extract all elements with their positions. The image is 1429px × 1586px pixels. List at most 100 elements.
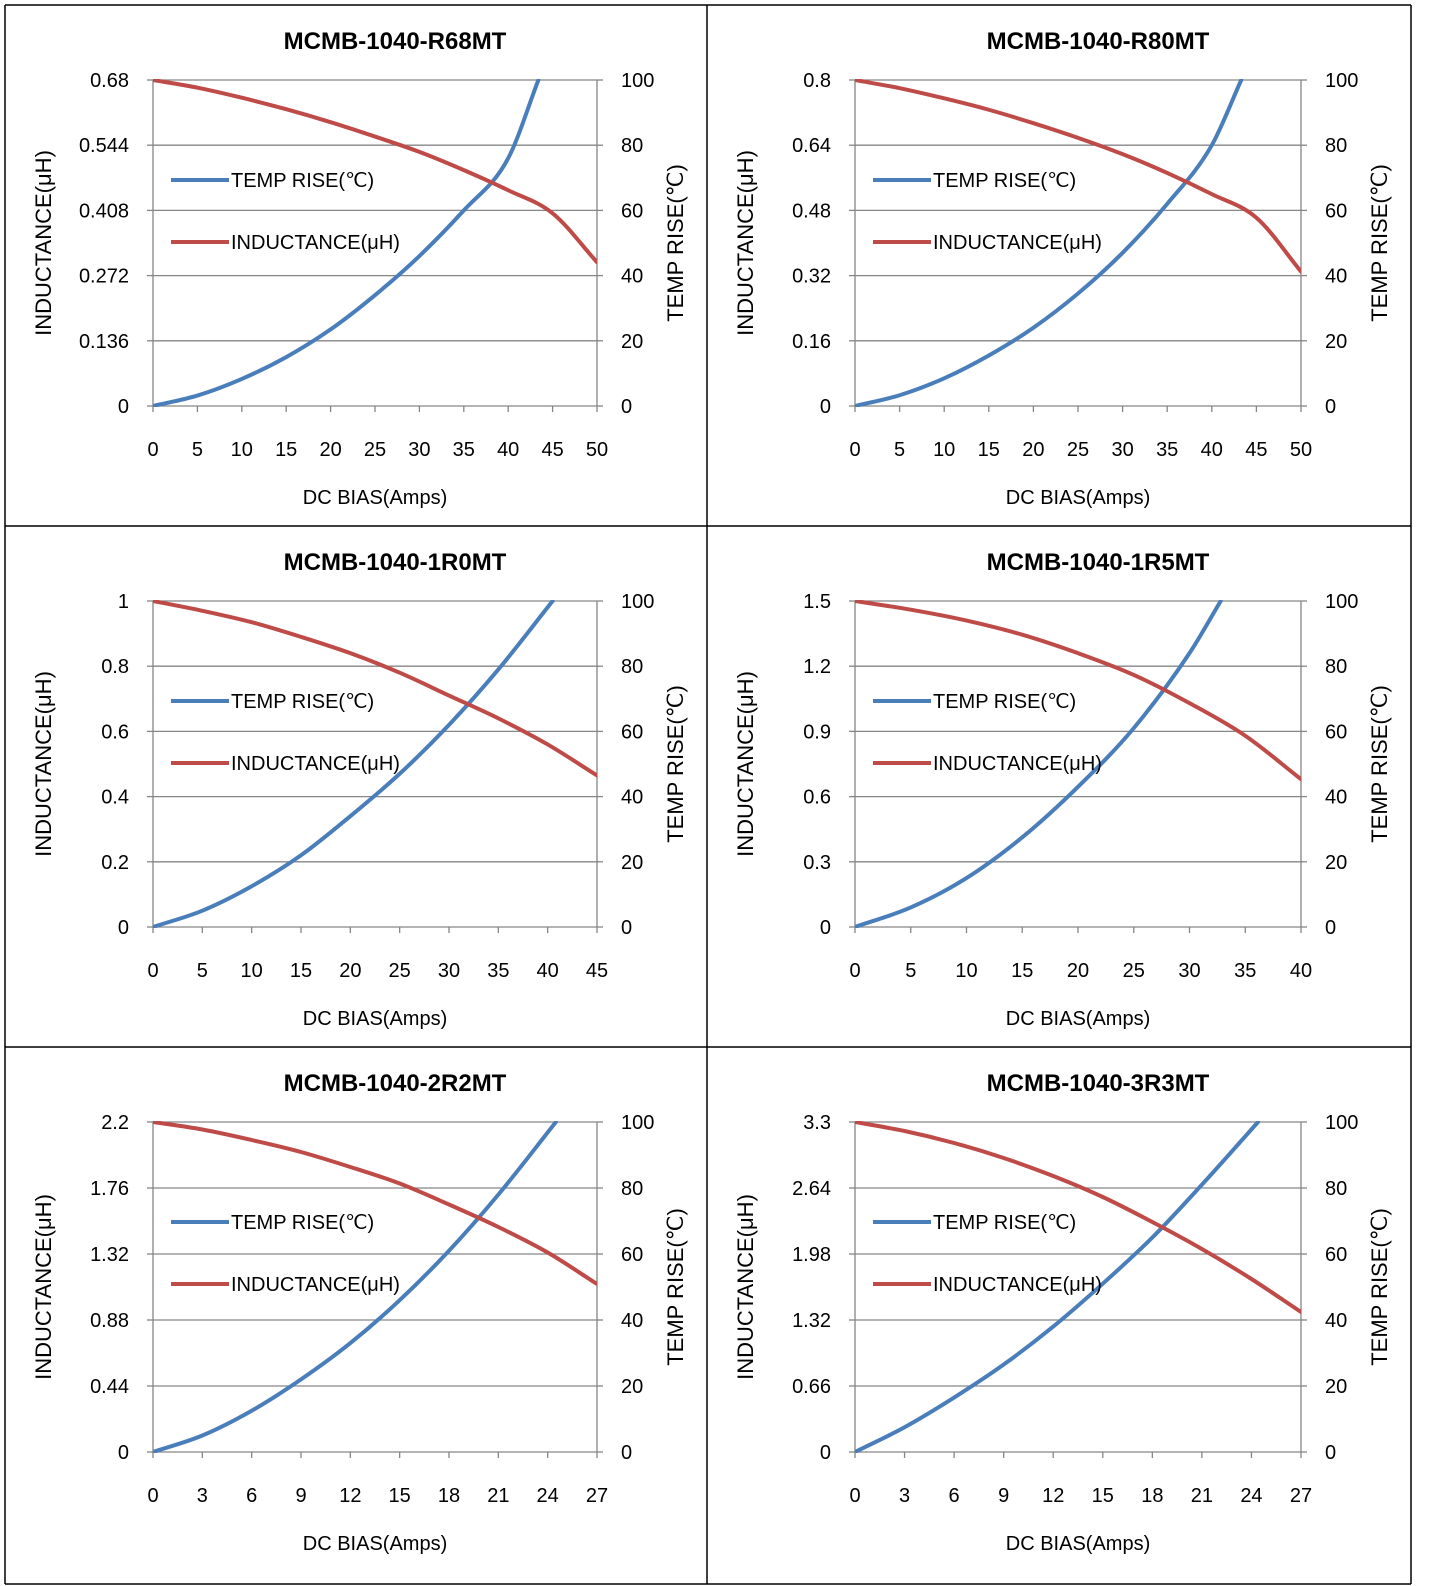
y-right-tick-label: 20: [621, 1376, 643, 1398]
y-left-axis-label: INDUCTANCE(μH): [733, 150, 758, 336]
legend-temp-label: TEMP RISE(℃): [231, 170, 374, 192]
x-tick-label: 25: [1067, 439, 1089, 461]
y-left-tick-label: 0.64: [792, 135, 831, 157]
chart-title: MCMB-1040-3R3MT: [987, 1070, 1210, 1097]
x-tick-label: 27: [1290, 1485, 1312, 1507]
x-tick-label: 40: [1290, 960, 1312, 982]
x-tick-label: 5: [894, 439, 905, 461]
y-right-axis-label: TEMP RISE(℃): [1367, 685, 1392, 843]
x-tick-label: 24: [537, 1485, 559, 1507]
x-tick-label: 5: [197, 960, 208, 982]
y-left-tick-label: 0.3: [803, 852, 831, 874]
y-right-tick-label: 80: [621, 135, 643, 157]
x-tick-label: 9: [998, 1485, 1009, 1507]
y-right-tick-label: 0: [1325, 396, 1336, 418]
x-tick-label: 10: [955, 960, 977, 982]
temp-rise-line: [153, 600, 555, 928]
legend-inductance-label: INDUCTANCE(μH): [933, 753, 1102, 775]
x-axis-label: DC BIAS(Amps): [303, 1533, 447, 1555]
chart-title: MCMB-1040-R80MT: [987, 28, 1210, 55]
x-tick-label: 45: [586, 960, 608, 982]
x-tick-label: 40: [1201, 439, 1223, 461]
y-right-tick-label: 100: [1325, 591, 1358, 613]
y-left-tick-label: 0: [820, 1442, 831, 1464]
inductance-line: [855, 1121, 1301, 1314]
x-tick-label: 40: [497, 439, 519, 461]
x-tick-label: 50: [586, 439, 608, 461]
y-left-tick-label: 0.136: [79, 331, 129, 353]
y-right-axis-label: TEMP RISE(℃): [1367, 164, 1392, 322]
x-axis-label: DC BIAS(Amps): [1006, 1008, 1150, 1030]
y-left-tick-label: 0: [820, 396, 831, 418]
y-left-tick-label: 1.32: [792, 1310, 831, 1332]
y-right-tick-label: 80: [621, 656, 643, 678]
x-tick-label: 3: [197, 1485, 208, 1507]
y-left-tick-label: 0.66: [792, 1376, 831, 1398]
x-tick-label: 15: [275, 439, 297, 461]
x-tick-label: 15: [389, 1485, 411, 1507]
chart-title: MCMB-1040-2R2MT: [284, 1070, 507, 1097]
y-left-tick-label: 0.272: [79, 266, 129, 288]
y-right-tick-label: 60: [621, 1244, 643, 1266]
y-left-tick-label: 2.64: [792, 1178, 831, 1200]
inductance-line: [855, 600, 1301, 782]
y-right-tick-label: 60: [1325, 1244, 1347, 1266]
y-right-tick-label: 40: [1325, 1310, 1347, 1332]
y-right-tick-label: 100: [1325, 1112, 1358, 1134]
x-tick-label: 12: [339, 1485, 361, 1507]
y-left-tick-label: 0.408: [79, 200, 129, 222]
y-left-tick-label: 0.32: [792, 266, 831, 288]
x-tick-label: 10: [933, 439, 955, 461]
y-right-tick-label: 20: [1325, 852, 1347, 874]
y-left-tick-label: 0.44: [90, 1376, 129, 1398]
x-tick-label: 45: [1245, 439, 1267, 461]
y-right-axis-label: TEMP RISE(℃): [1367, 1208, 1392, 1366]
y-left-tick-label: 0: [118, 917, 129, 939]
chart-title: MCMB-1040-1R5MT: [987, 549, 1210, 576]
y-right-tick-label: 100: [621, 1112, 654, 1134]
legend-temp-label: TEMP RISE(℃): [933, 170, 1076, 192]
y-left-axis-label: INDUCTANCE(μH): [31, 150, 56, 336]
y-left-tick-label: 0.6: [803, 787, 831, 809]
x-tick-label: 3: [899, 1485, 910, 1507]
y-right-tick-label: 80: [1325, 135, 1347, 157]
chart-title: MCMB-1040-R68MT: [284, 28, 507, 55]
y-right-tick-label: 20: [621, 852, 643, 874]
x-tick-label: 0: [147, 439, 158, 461]
x-tick-label: 35: [453, 439, 475, 461]
x-tick-label: 15: [978, 439, 1000, 461]
y-left-axis-label: INDUCTANCE(μH): [31, 1194, 56, 1380]
inductance-line: [153, 79, 597, 265]
inductance-line: [153, 1121, 597, 1286]
x-tick-label: 0: [147, 1485, 158, 1507]
inductance-line: [153, 600, 597, 778]
chart-svg: MCMB-1040-1R0MT00.20.40.60.8102040608010…: [31, 549, 688, 1030]
legend-inductance-label: INDUCTANCE(μH): [231, 1274, 400, 1296]
y-left-axis-label: INDUCTANCE(μH): [733, 671, 758, 857]
legend-temp-label: TEMP RISE(℃): [231, 1212, 374, 1234]
chart-panel-4: MCMB-1040-1R5MT 0 0.3 0.6 0.9 1.2 1.5 0 20 40 60 80…: [707, 526, 1411, 1047]
x-tick-label: 10: [241, 960, 263, 982]
x-tick-label: 18: [438, 1485, 460, 1507]
x-tick-label: 30: [1178, 960, 1200, 982]
y-left-tick-label: 0.16: [792, 331, 831, 353]
y-right-tick-label: 20: [621, 331, 643, 353]
x-tick-label: 0: [147, 960, 158, 982]
chart-panel-1: MCMB-1040-R68MT 0 0.136 0.272 0.408 0.544 0.68…: [5, 5, 707, 526]
x-tick-label: 21: [487, 1485, 509, 1507]
legend-temp-label: TEMP RISE(℃): [933, 691, 1076, 713]
y-right-tick-label: 40: [621, 1310, 643, 1332]
x-tick-label: 30: [408, 439, 430, 461]
chart-svg: MCMB-1040-1R5MT 0 0.3 0.6 0.9 1.2 1.5 0 20 40 60 80…: [733, 549, 1392, 1030]
x-tick-label: 20: [339, 960, 361, 982]
y-right-tick-label: 40: [1325, 266, 1347, 288]
y-right-tick-label: 60: [1325, 721, 1347, 743]
y-right-axis-label: TEMP RISE(℃): [663, 1208, 688, 1366]
x-tick-label: 35: [1234, 960, 1256, 982]
y-right-tick-label: 100: [621, 591, 654, 613]
y-right-tick-label: 80: [1325, 1178, 1347, 1200]
y-left-tick-label: 0.68: [90, 70, 129, 92]
x-tick-label: 0: [849, 1485, 860, 1507]
y-left-axis-label: INDUCTANCE(μH): [733, 1194, 758, 1380]
